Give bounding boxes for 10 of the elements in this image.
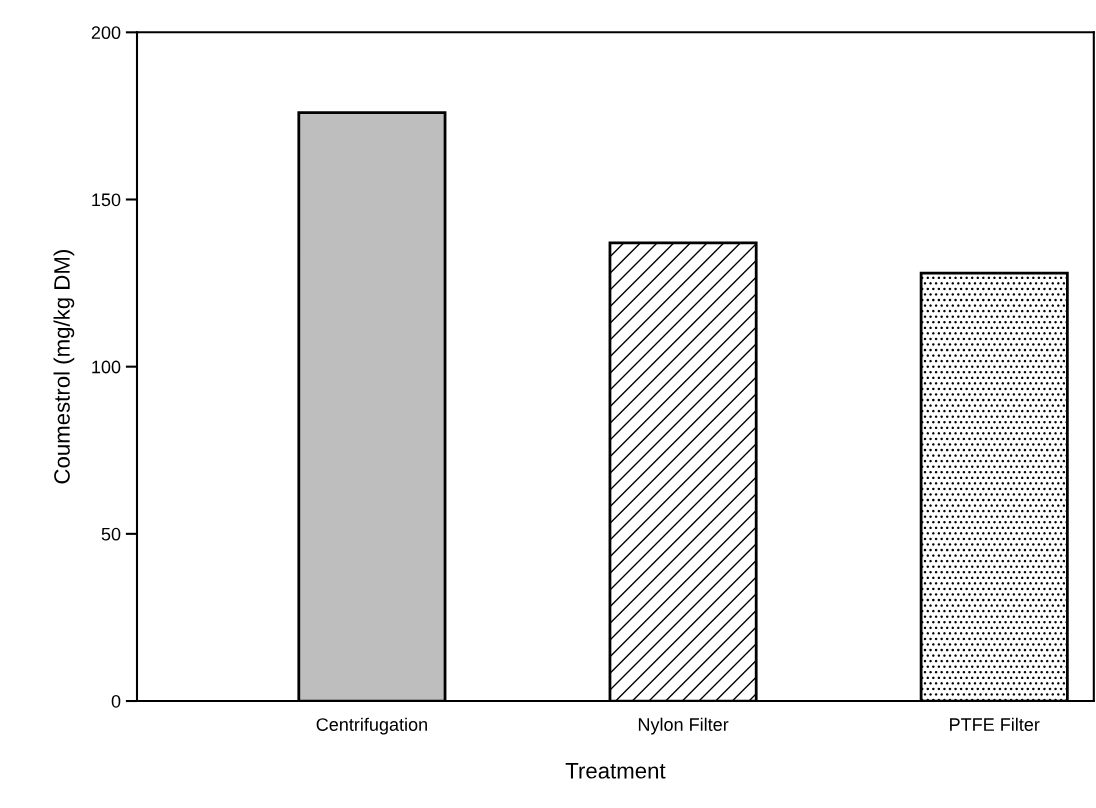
x-tick-label: Centrifugation bbox=[316, 717, 427, 735]
y-tick-label: 200 bbox=[91, 26, 121, 40]
y-tick-label: 50 bbox=[101, 527, 121, 541]
y-axis-title: Coumestrol (mg/kg DM) bbox=[53, 250, 75, 484]
y-tick-label: 150 bbox=[92, 193, 121, 207]
y-tick-label: 0 bbox=[111, 694, 121, 708]
y-tick-label: 100 bbox=[92, 360, 121, 374]
x-axis-title: Treatment bbox=[565, 763, 666, 779]
x-tick-label: PTFE Filter bbox=[950, 717, 1040, 731]
x-tick-label: Nylon Filter bbox=[638, 717, 729, 735]
